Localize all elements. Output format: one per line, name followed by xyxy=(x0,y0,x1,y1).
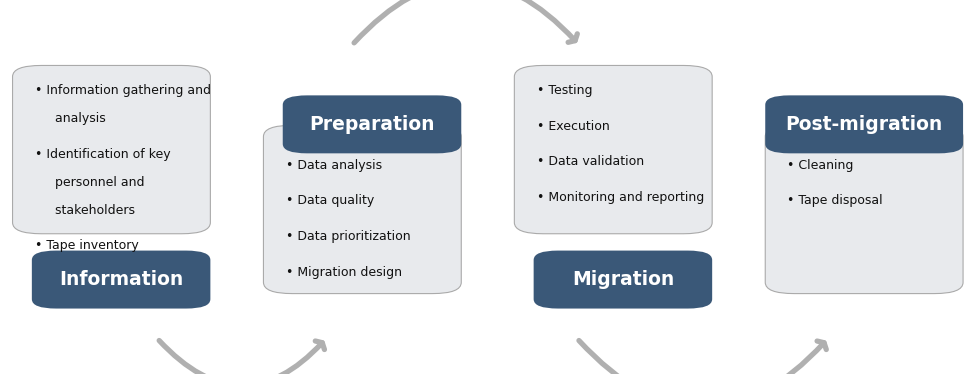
Text: • Identification of key: • Identification of key xyxy=(35,148,171,161)
FancyBboxPatch shape xyxy=(765,125,963,294)
Text: • Migration design: • Migration design xyxy=(286,266,401,279)
Text: Post-migration: Post-migration xyxy=(786,115,943,134)
Text: Migration: Migration xyxy=(572,270,674,289)
FancyBboxPatch shape xyxy=(534,251,712,309)
Text: stakeholders: stakeholders xyxy=(35,204,135,217)
FancyBboxPatch shape xyxy=(765,95,963,153)
FancyBboxPatch shape xyxy=(13,65,210,234)
Text: • Information gathering and: • Information gathering and xyxy=(35,84,210,97)
Text: • Tape disposal: • Tape disposal xyxy=(787,194,883,208)
Text: • Data validation: • Data validation xyxy=(537,155,644,168)
Text: • Monitoring and reporting: • Monitoring and reporting xyxy=(537,191,703,204)
Text: Information: Information xyxy=(59,270,183,289)
Text: Preparation: Preparation xyxy=(309,115,435,134)
Text: • Execution: • Execution xyxy=(537,120,609,133)
FancyBboxPatch shape xyxy=(263,125,461,294)
Text: personnel and: personnel and xyxy=(35,176,144,189)
Text: • Data analysis: • Data analysis xyxy=(286,159,382,172)
Text: analysis: analysis xyxy=(35,112,105,125)
Text: • Tape inventory: • Tape inventory xyxy=(35,239,139,252)
FancyBboxPatch shape xyxy=(32,251,210,309)
Text: • Testing: • Testing xyxy=(537,84,593,97)
Text: • Data prioritization: • Data prioritization xyxy=(286,230,410,243)
FancyBboxPatch shape xyxy=(283,95,461,153)
Text: • Data quality: • Data quality xyxy=(286,194,373,208)
FancyBboxPatch shape xyxy=(514,65,712,234)
Text: • Cleaning: • Cleaning xyxy=(787,159,854,172)
